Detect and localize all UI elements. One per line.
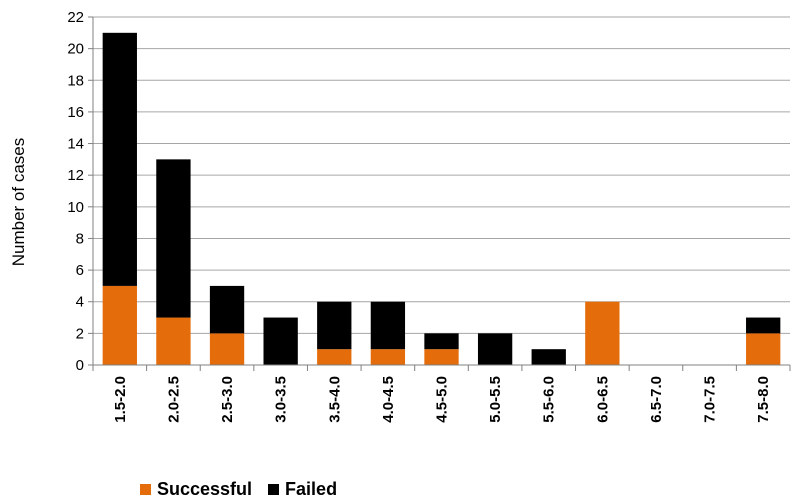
gridlines — [88, 16, 790, 366]
bar-segment-failed — [531, 349, 566, 365]
bar-segment-failed — [477, 333, 513, 365]
y-tick-label: 8 — [76, 230, 84, 247]
y-tick-label: 12 — [67, 167, 84, 184]
bar-segment-failed — [156, 159, 191, 318]
x-tick-label: 5.5-6.0 — [541, 376, 558, 423]
y-tick-label: 20 — [67, 41, 84, 58]
y-tick-label: 16 — [67, 104, 84, 121]
legend-item-successful: Successful — [140, 479, 252, 500]
axes — [92, 17, 791, 371]
bar-segment-successful — [370, 349, 406, 365]
y-tick-label: 22 — [67, 9, 84, 26]
legend-item-failed: Failed — [268, 479, 337, 500]
x-tick-label: 3.5-4.0 — [326, 376, 343, 423]
bar-segment-failed — [317, 301, 352, 350]
x-tick-label: 6.5-7.0 — [648, 376, 665, 423]
bar-segment-successful — [156, 317, 191, 365]
bar-segment-successful — [317, 349, 352, 365]
bar-segment-successful — [746, 333, 781, 365]
x-tick-label: 2.5-3.0 — [219, 376, 236, 423]
x-tick-label: 4.5-5.0 — [434, 376, 451, 423]
bar-segment-successful — [209, 333, 245, 365]
x-tick-label: 2.0-2.5 — [165, 376, 182, 423]
x-tick-label: 1.5-2.0 — [112, 376, 129, 423]
legend: Successful Failed — [140, 478, 353, 500]
bar-segment-successful — [585, 301, 620, 365]
bar-segment-successful — [424, 349, 459, 365]
y-tick-label: 14 — [67, 136, 84, 153]
bars — [102, 32, 781, 365]
x-tick-label: 7.5-8.0 — [755, 376, 772, 423]
bar-segment-failed — [102, 32, 137, 286]
y-tick-label: 2 — [76, 325, 84, 342]
legend-swatch-failed — [268, 483, 280, 495]
bar-segment-failed — [746, 317, 781, 334]
x-tick-label: 3.0-3.5 — [273, 376, 290, 423]
x-tick-labels: 1.5-2.0 2.0-2.5 2.5-3.0 3.0-3.5 3.5-4.0 4.0-4… — [112, 376, 772, 423]
bar-segment-failed — [370, 301, 406, 350]
legend-label-successful: Successful — [157, 478, 253, 499]
bar-segment-failed — [263, 317, 298, 365]
x-tick-label: 4.0-4.5 — [380, 376, 397, 423]
y-tick-label: 0 — [76, 357, 84, 374]
y-tick-labels: 0 2 4 6 8 10 12 14 16 18 20 22 — [67, 9, 84, 374]
bar-segment-failed — [209, 285, 245, 334]
y-tick-label: 10 — [67, 199, 84, 216]
legend-label-failed: Failed — [285, 478, 338, 499]
y-tick-label: 6 — [76, 262, 84, 279]
y-tick-label: 18 — [67, 72, 84, 89]
legend-swatch-successful — [140, 483, 151, 495]
x-tick-label: 7.0-7.5 — [702, 376, 719, 423]
bar-segment-successful — [102, 285, 137, 365]
x-tick-label: 6.0-6.5 — [594, 376, 611, 423]
y-tick-label: 4 — [76, 294, 84, 311]
bar-segment-failed — [424, 333, 459, 350]
y-axis-title: Number of cases — [9, 138, 28, 267]
x-tick-label: 5.0-5.5 — [487, 376, 504, 423]
